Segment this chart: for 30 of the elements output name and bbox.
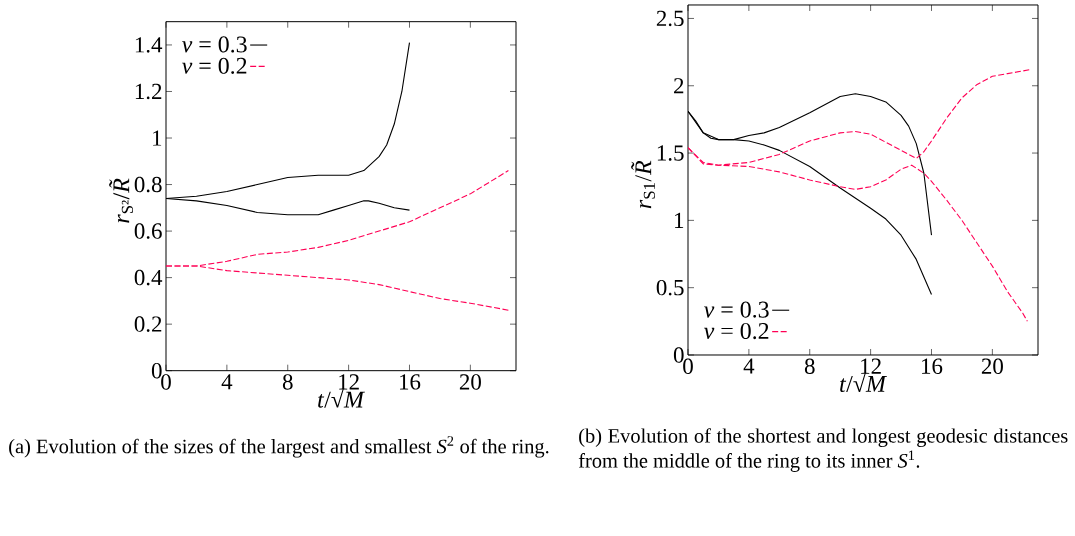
x-tick-label: 12 [861,358,881,374]
text: (a) Evolution of the sizes of the largest and smallest S$^{2}$ of the ring. [9,436,549,458]
y-tick-label: 2.5 [656,10,684,27]
x-tick-label: 12 [339,374,359,390]
y-tick-label: 1.2 [135,83,162,100]
x-tick-label: 8 [282,374,293,390]
text: (b) Evolution of the shortest and longest geodesic distances from the middle of the ring to its inner S$^{1}$. [578,428,1068,472]
y-tick-label: 1.4 [135,37,163,53]
legend-label: ν = 0.3 [704,301,769,318]
y-tick-label: 0.6 [134,223,162,239]
x-tick-label: 20 [459,374,481,390]
x-tick-label: 16 [922,358,943,374]
x-tick-label: 16 [400,374,421,390]
y-tick-label: 0.5 [656,279,684,296]
y-axis-title: r$_{S²}$/R̃ [109,178,133,223]
legend-label: ν = 0.3 [182,36,247,53]
x-tick-label: 20 [981,358,1003,374]
legend-label: ν = 0.2 [182,57,247,74]
y-tick-label: 1.5 [657,145,684,161]
y-tick-label: 0 [673,347,684,363]
x-tick-label: 4 [743,358,755,374]
x-tick-label: 4 [221,374,233,390]
y-tick-label: 1 [675,212,684,228]
y-tick-label: 0.4 [134,269,163,286]
y-tick-label: 0.2 [134,316,162,332]
x-tick-label: 8 [804,358,815,374]
y-tick-label: 0.8 [134,176,162,193]
y-tick-label: 2 [674,78,684,94]
y-tick-label: 1 [153,130,162,146]
legend-label: ν = 0.2 [704,322,769,340]
